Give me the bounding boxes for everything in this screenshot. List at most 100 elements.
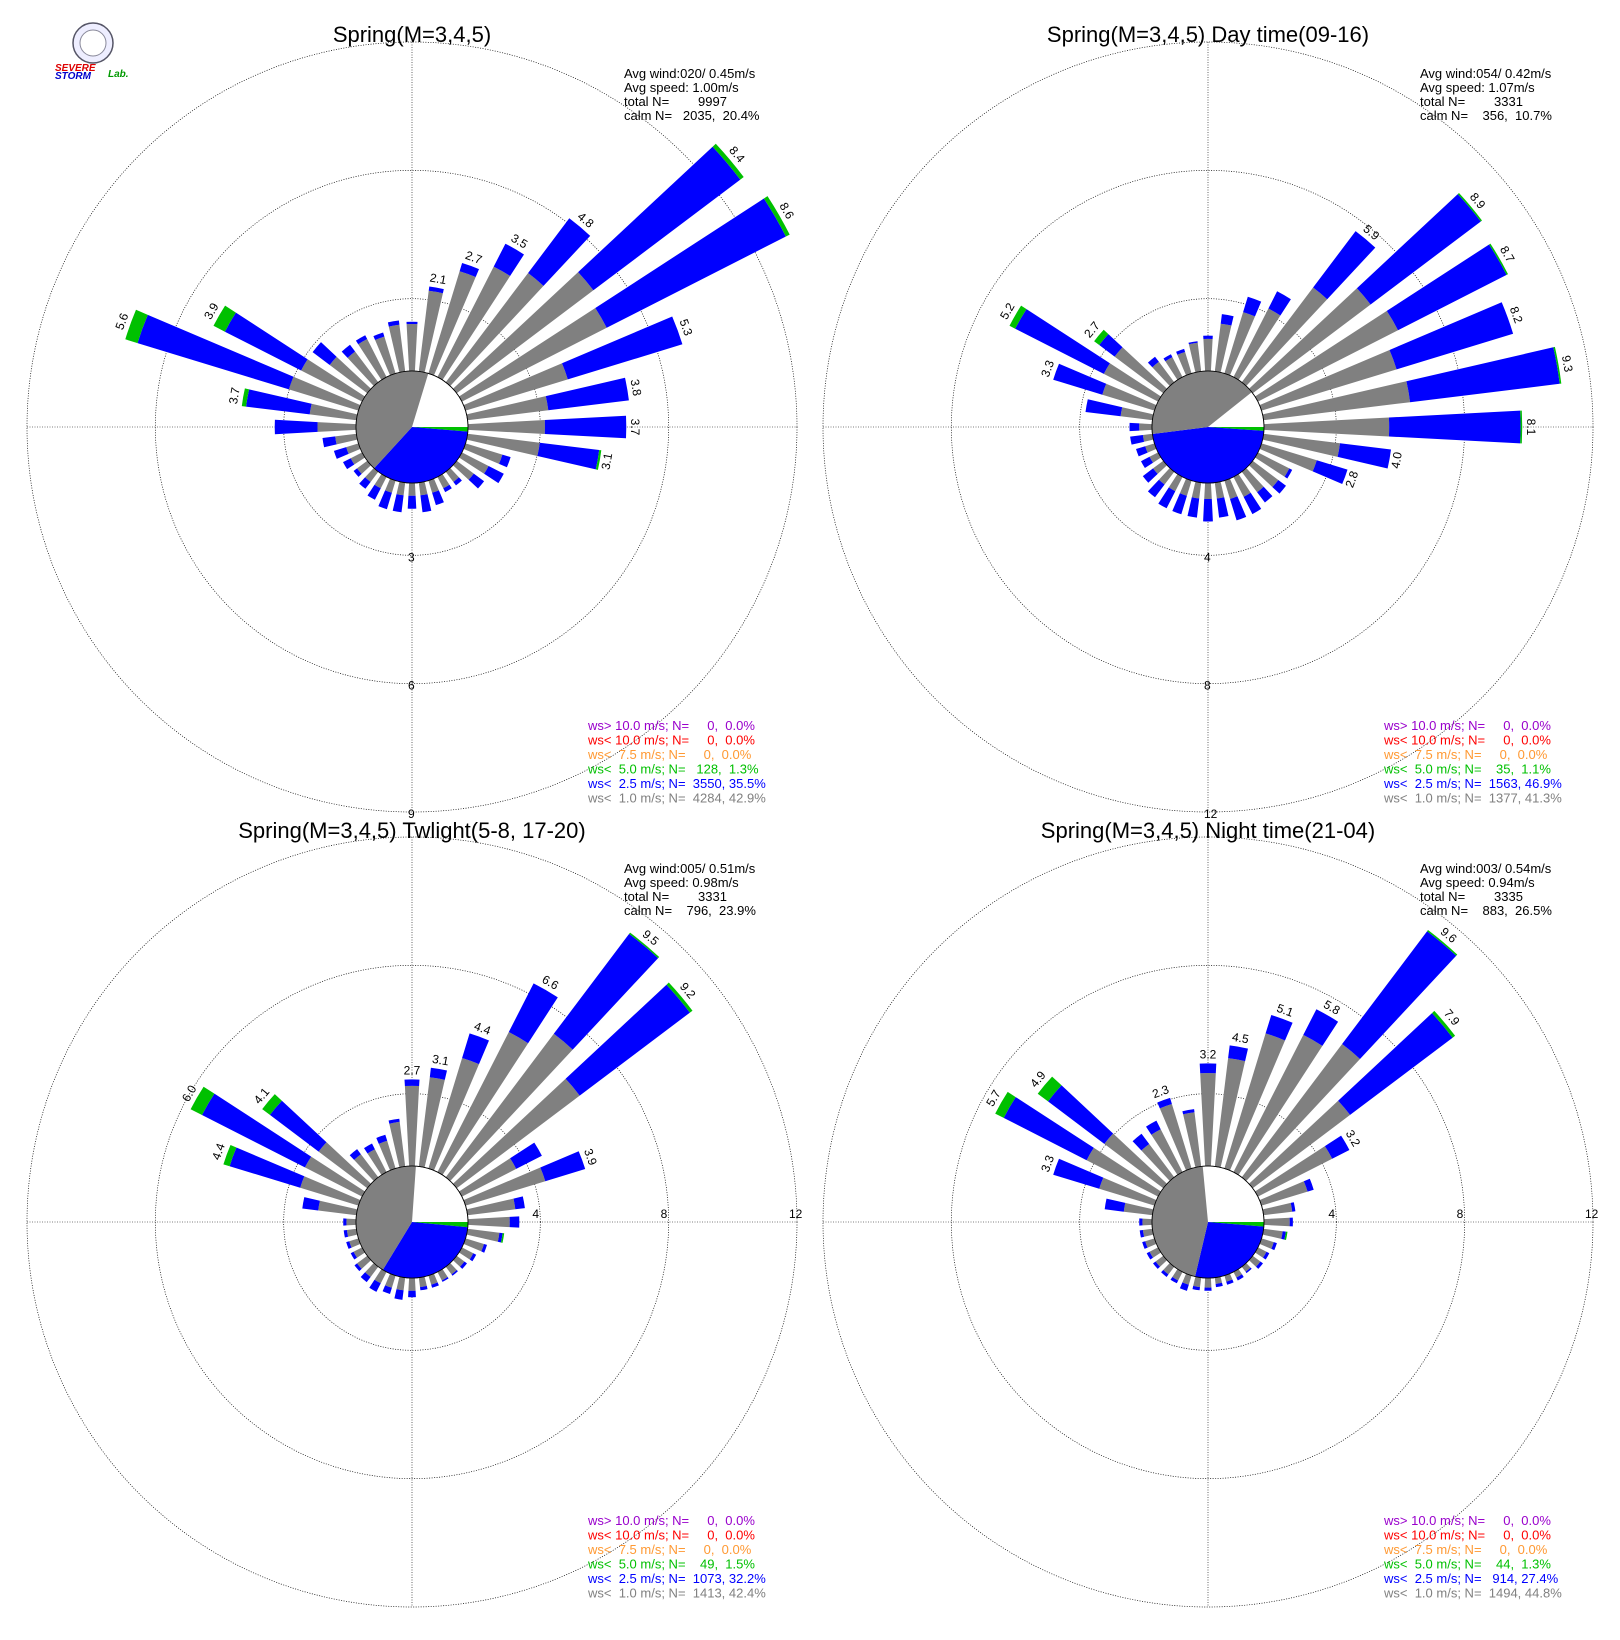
bar-segment-gray xyxy=(396,481,406,496)
logo-text-storm: STORM xyxy=(55,71,92,82)
ring-label: 8 xyxy=(1204,679,1211,693)
bar-segment-blue xyxy=(322,436,337,448)
bar-segment-blue xyxy=(359,477,371,489)
bar-segment-green xyxy=(1457,193,1482,222)
bar-segment-gray xyxy=(1165,357,1183,380)
bar-segment-gray xyxy=(1249,288,1371,394)
calm-pie-blue xyxy=(374,427,468,483)
bar-segment-blue xyxy=(510,1142,542,1169)
calm-circle-outline xyxy=(355,1165,469,1279)
bar-segment-blue xyxy=(1147,356,1159,368)
legend-entry: ws> 10.0 m/s; N= 0, 0.0% xyxy=(587,1513,755,1528)
bar-segment-gray xyxy=(353,1247,365,1258)
bar-segment-blue xyxy=(1389,302,1514,370)
calm-pie-green xyxy=(412,1222,469,1228)
stat-line: calm N= 883, 26.5% xyxy=(1420,903,1552,918)
bar-value-label: 2.3 xyxy=(1150,1082,1171,1101)
bar-value-label: 3.9 xyxy=(581,1147,600,1168)
bar-segment-blue xyxy=(595,198,786,328)
range-ring xyxy=(26,836,798,1608)
bar-segment-gray xyxy=(466,433,540,456)
stat-line: Avg wind:020/ 0.45m/s xyxy=(624,66,756,81)
bar-segment-blue xyxy=(350,1251,357,1260)
bar-segment-blue xyxy=(428,286,444,294)
bar-segment-gray xyxy=(1152,361,1175,386)
bar-segment-blue xyxy=(1230,496,1247,521)
bar-segment-blue xyxy=(509,1216,520,1228)
bar-segment-blue xyxy=(1303,1009,1339,1046)
bar-segment-blue xyxy=(1146,1120,1161,1135)
bar-value-label: 2.7 xyxy=(463,248,484,267)
bar-segment-gray xyxy=(463,443,503,464)
bar-segment-gray xyxy=(1163,1263,1175,1275)
bar-value-label: 2.1 xyxy=(429,271,448,288)
bar-segment-blue xyxy=(1099,334,1123,357)
chart-title: Spring(M=3,4,5) Twlight(5-8, 17-20) xyxy=(238,818,585,843)
bar-segment-blue xyxy=(565,984,690,1096)
stat-line: total N= 3331 xyxy=(1420,94,1523,109)
bar-segment-gray xyxy=(437,474,450,489)
bar-segment-blue xyxy=(1243,296,1262,317)
bar-segment-green xyxy=(712,143,744,180)
bar-segment-gray xyxy=(1214,323,1232,373)
bar-segment-blue xyxy=(1104,1198,1126,1212)
bar-segment-blue xyxy=(1406,347,1560,403)
bar-segment-gray xyxy=(1259,1238,1274,1249)
bar-value-label: 3.1 xyxy=(599,452,616,471)
stat-line: calm N= 796, 23.9% xyxy=(624,903,756,918)
bar-segment-gray xyxy=(375,336,396,376)
bar-segment-gray xyxy=(1255,1146,1333,1197)
legend-entry: ws< 7.5 m/s; N= 0, 0.0% xyxy=(587,1542,752,1557)
bar-segment-green xyxy=(1009,305,1027,329)
bar-segment-blue xyxy=(1172,493,1187,515)
ring-label: 12 xyxy=(789,1207,803,1221)
bar-segment-gray xyxy=(357,1255,371,1269)
bar-segment-gray xyxy=(300,1176,361,1206)
bar-segment-blue xyxy=(353,468,362,477)
bar-segment-blue xyxy=(493,243,524,276)
bar-segment-blue xyxy=(1176,348,1186,355)
bar-segment-gray xyxy=(1099,1177,1157,1206)
bar-segment-green xyxy=(763,196,790,237)
bar-segment-gray xyxy=(404,1085,420,1167)
bar-segment-green xyxy=(1553,346,1562,384)
calm-circle-outline xyxy=(1151,1165,1265,1279)
bar-segment-blue xyxy=(578,146,741,291)
bar-value-label: 4.0 xyxy=(1388,451,1405,470)
bar-segment-gray xyxy=(378,1140,396,1171)
bar-segment-blue xyxy=(1142,1241,1148,1249)
calm-circle-outline xyxy=(1151,370,1265,484)
bar-segment-gray xyxy=(1233,1034,1323,1175)
legend-entry: ws> 10.0 m/s; N= 0, 0.0% xyxy=(587,718,755,733)
bar-segment-gray xyxy=(1179,478,1192,496)
bar-segment-green xyxy=(190,1086,215,1115)
bar-segment-gray xyxy=(445,1263,457,1275)
bar-segment-blue xyxy=(1158,487,1176,509)
bar-segment-blue xyxy=(1203,335,1213,339)
bar-segment-blue xyxy=(453,477,462,486)
bar-segment-gray xyxy=(388,324,406,373)
stat-line: calm N= 356, 10.7% xyxy=(1420,108,1552,123)
bar-segment-blue xyxy=(1179,1282,1189,1291)
bar-segment-gray xyxy=(1255,310,1398,402)
bar-segment-blue xyxy=(1338,1013,1453,1115)
bar-segment-blue xyxy=(367,484,381,500)
bar-segment-gray xyxy=(463,363,568,411)
bar-segment-blue xyxy=(302,1197,320,1211)
bar-segment-gray xyxy=(1104,1133,1167,1189)
bar-segment-blue xyxy=(484,466,504,484)
bar-segment-blue xyxy=(404,1079,420,1086)
bar-segment-gray xyxy=(350,452,365,465)
bar-segment-blue xyxy=(1129,422,1140,432)
bar-segment-gray xyxy=(459,308,607,402)
bar-segment-blue xyxy=(407,495,417,509)
bar-segment-blue xyxy=(1386,244,1507,331)
bar-segment-blue xyxy=(1085,399,1123,417)
bar-segment-gray xyxy=(1204,1277,1212,1288)
bar-segment-gray xyxy=(309,403,358,421)
bar-segment-green xyxy=(501,1233,505,1243)
bar-segment-blue xyxy=(376,1134,388,1144)
bar-segment-blue xyxy=(343,458,355,470)
